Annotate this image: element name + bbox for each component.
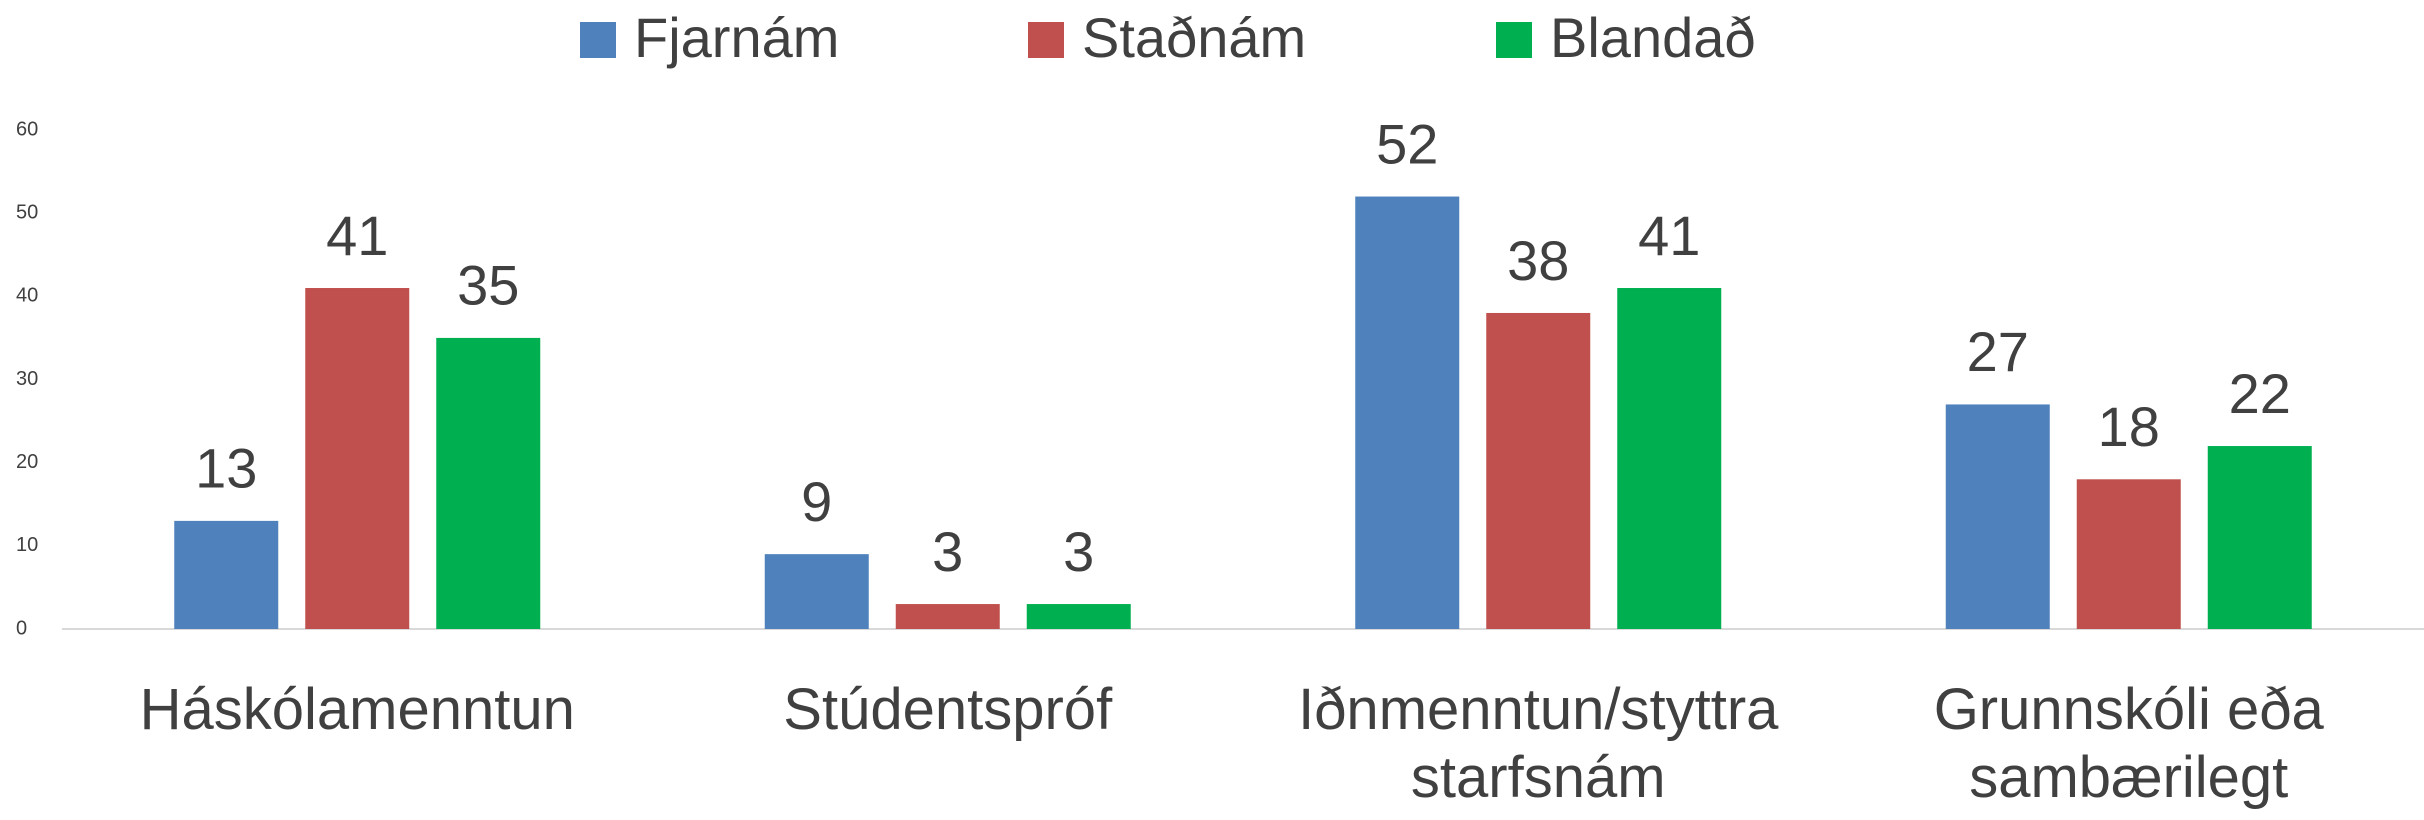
bar — [764, 554, 869, 629]
y-tick-label: 20 — [16, 451, 38, 473]
data-label: 3 — [932, 520, 963, 583]
y-tick-label: 50 — [16, 201, 38, 223]
y-tick-label: 40 — [16, 285, 38, 307]
y-tick-label: 0 — [16, 617, 27, 639]
x-tick-label: Iðnmenntun/styttra starfsnám — [1298, 677, 1779, 810]
y-tick-label: 30 — [16, 368, 38, 390]
data-label: 38 — [1507, 229, 1569, 292]
bar — [1026, 604, 1131, 629]
legend-label: Staðnám — [1082, 6, 1306, 69]
legend-swatch — [1028, 22, 1064, 58]
bar — [305, 288, 410, 629]
bar — [1617, 288, 1722, 629]
data-label: 35 — [457, 254, 519, 317]
data-label: 41 — [1638, 204, 1700, 267]
data-label: 18 — [2098, 395, 2160, 458]
data-label: 41 — [326, 204, 388, 267]
data-label: 27 — [1967, 320, 2029, 383]
legend-swatch — [580, 22, 616, 58]
data-label: 9 — [801, 470, 832, 533]
bar — [174, 520, 279, 629]
legend-label: Blandað — [1550, 6, 1756, 69]
x-tick-label: Háskólamenntun — [139, 677, 575, 742]
legend-swatch — [1496, 22, 1532, 58]
x-tick-label: Stúdentspróf — [783, 677, 1113, 742]
data-label: 22 — [2229, 362, 2291, 425]
data-label: 13 — [195, 437, 257, 500]
bar — [895, 604, 1000, 629]
data-label: 52 — [1376, 112, 1438, 175]
y-tick-label: 60 — [16, 118, 38, 140]
bar — [436, 337, 541, 629]
legend-label: Fjarnám — [634, 6, 839, 69]
bar — [2076, 479, 2181, 629]
y-tick-label: 10 — [16, 534, 38, 556]
data-label: 3 — [1063, 520, 1094, 583]
bar — [1355, 196, 1460, 630]
x-tick-label: Grunnskóli eða sambærilegt — [1933, 677, 2324, 810]
bar — [1945, 404, 2050, 629]
bar — [1486, 312, 1591, 629]
bar — [2207, 446, 2312, 629]
